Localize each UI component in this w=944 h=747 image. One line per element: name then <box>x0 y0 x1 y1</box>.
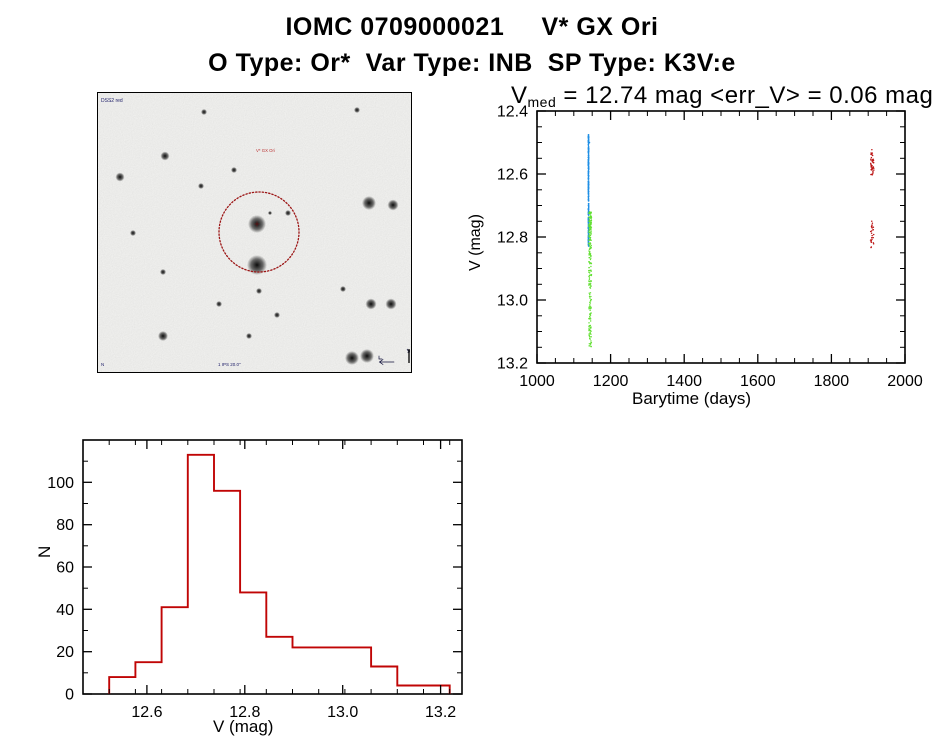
svg-text:1 IPS 20.0": 1 IPS 20.0" <box>218 362 241 367</box>
svg-text:1200: 1200 <box>593 373 629 390</box>
svg-text:DSS2 red: DSS2 red <box>101 98 123 104</box>
svg-text:60: 60 <box>56 560 74 577</box>
svg-text:80: 80 <box>56 517 74 534</box>
svg-text:1800: 1800 <box>814 373 850 390</box>
svg-text:1600: 1600 <box>740 373 776 390</box>
svg-text:12.8: 12.8 <box>497 230 528 247</box>
svg-text:N: N <box>101 362 104 367</box>
svg-text:13.0: 13.0 <box>497 293 528 310</box>
svg-text:12.6: 12.6 <box>497 167 528 184</box>
svg-text:20: 20 <box>56 644 74 661</box>
svg-text:13.2: 13.2 <box>425 704 456 721</box>
svg-text:0: 0 <box>65 687 74 704</box>
svg-text:12.6: 12.6 <box>131 704 162 721</box>
svg-text:1400: 1400 <box>666 373 702 390</box>
svg-text:1000: 1000 <box>519 373 555 390</box>
svg-text:12.4: 12.4 <box>497 104 528 121</box>
svg-text:100: 100 <box>47 475 74 492</box>
svg-text:13.2: 13.2 <box>497 356 528 373</box>
svg-text:13.0: 13.0 <box>327 704 358 721</box>
svg-text:V* GX Ori: V* GX Ori <box>256 148 275 153</box>
svg-text:2000: 2000 <box>887 373 923 390</box>
svg-text:40: 40 <box>56 602 74 619</box>
